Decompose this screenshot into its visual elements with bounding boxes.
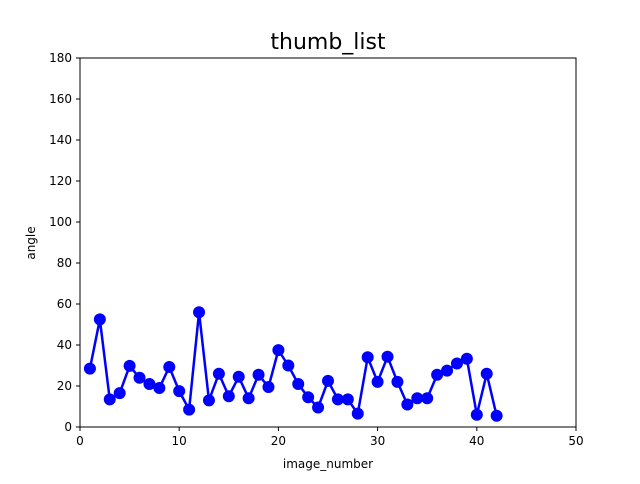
data-point	[212, 367, 225, 380]
data-point	[411, 392, 424, 405]
data-point	[103, 393, 116, 406]
y-tick-label: 60	[57, 297, 72, 311]
y-axis-label: angle	[24, 226, 38, 259]
data-point	[381, 350, 394, 363]
data-point	[163, 360, 176, 373]
data-point	[262, 381, 275, 394]
data-point	[302, 391, 315, 404]
x-axis-label: image_number	[283, 457, 373, 471]
x-tick-label: 20	[271, 434, 286, 448]
y-tick-label: 160	[49, 92, 72, 106]
y-tick-label: 40	[57, 338, 72, 352]
data-point	[361, 351, 374, 364]
y-tick-label: 120	[49, 174, 72, 188]
data-point	[391, 375, 404, 388]
plot-frame	[79, 57, 577, 428]
y-tick-label: 0	[64, 420, 72, 434]
data-point	[431, 368, 444, 381]
x-tick-label: 40	[469, 434, 484, 448]
data-point	[272, 344, 285, 357]
plot-area	[83, 306, 503, 422]
data-point	[143, 377, 156, 390]
data-point	[133, 371, 146, 384]
data-point	[93, 313, 106, 326]
data-point	[331, 393, 344, 406]
data-point	[322, 374, 334, 387]
data-point	[490, 409, 503, 422]
data-point	[193, 306, 206, 319]
data-point	[282, 359, 295, 372]
data-point	[351, 407, 364, 420]
data-point	[371, 375, 384, 388]
data-point	[173, 385, 186, 398]
data-point	[341, 393, 354, 406]
data-point	[480, 367, 493, 380]
data-point	[123, 359, 136, 372]
data-point	[312, 401, 325, 414]
data-point	[470, 408, 483, 421]
data-point	[153, 382, 166, 395]
data-point	[222, 390, 235, 403]
data-point	[202, 394, 215, 407]
y-tick-label: 20	[57, 379, 72, 393]
x-tick-label: 30	[370, 434, 385, 448]
data-point	[460, 352, 473, 365]
y-tick-label: 80	[57, 256, 72, 270]
data-point	[450, 357, 463, 370]
chart-title: thumb_list	[270, 30, 386, 55]
data-point	[113, 387, 126, 400]
data-point	[232, 370, 245, 383]
data-point	[292, 377, 305, 390]
y-tick-label: 100	[49, 215, 72, 229]
x-tick-label: 50	[568, 434, 583, 448]
data-point	[242, 392, 255, 405]
y-tick-label: 180	[49, 51, 72, 65]
data-point	[421, 392, 434, 405]
data-point	[252, 368, 265, 381]
data-point	[183, 403, 196, 416]
x-tick-label: 0	[76, 434, 84, 448]
axes: 0 10 20 30 40 50 0 20 40 60 80 100 120 140 160 180	[49, 51, 584, 448]
data-point	[83, 362, 96, 375]
data-point	[441, 364, 454, 377]
y-tick-label: 140	[49, 133, 72, 147]
x-tick-label: 10	[172, 434, 187, 448]
data-point	[401, 398, 414, 411]
